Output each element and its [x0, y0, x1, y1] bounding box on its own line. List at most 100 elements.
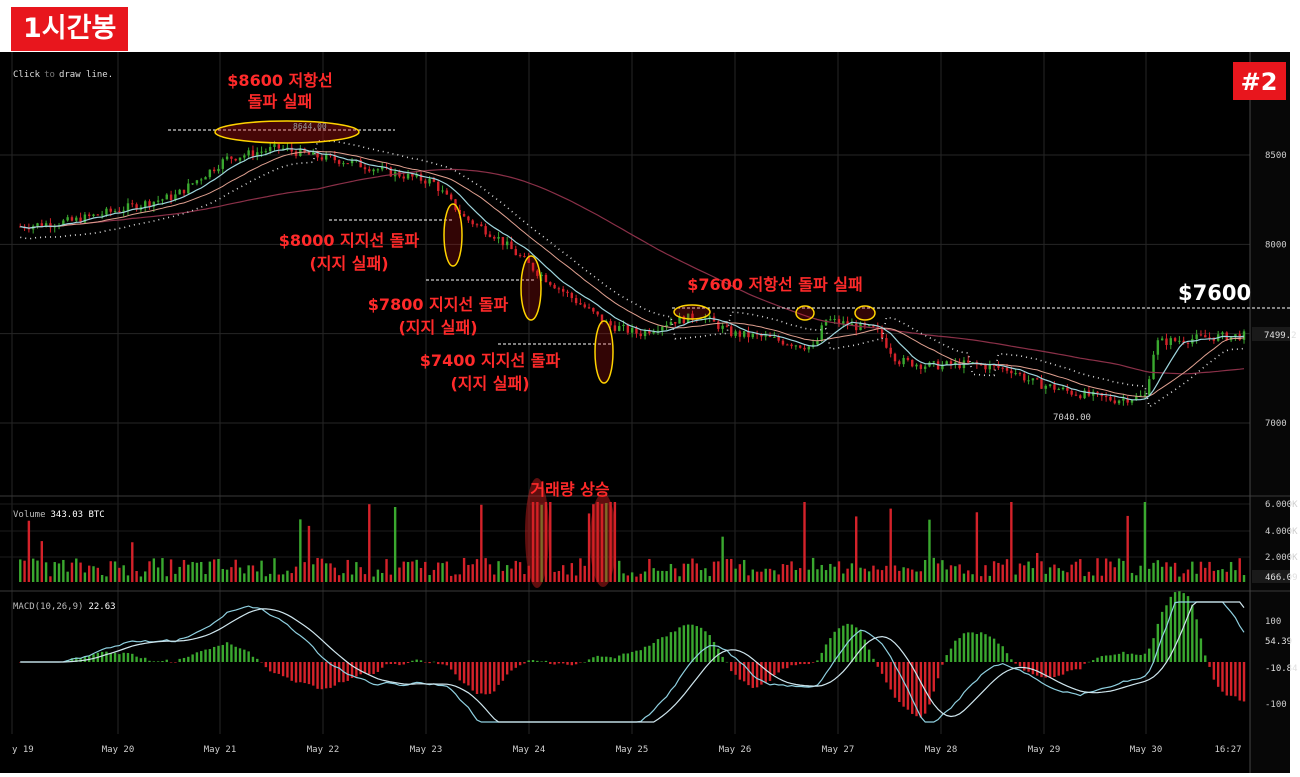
macd-histogram-bar[interactable] — [191, 654, 194, 662]
macd-histogram-bar[interactable] — [294, 662, 298, 683]
macd-histogram-bar[interactable] — [337, 662, 341, 683]
volume-bar[interactable] — [1040, 561, 1043, 582]
macd-histogram-bar[interactable] — [949, 648, 953, 662]
volume-bar[interactable] — [622, 573, 625, 582]
volume-bar[interactable] — [583, 565, 586, 582]
macd-histogram-bar[interactable] — [70, 658, 74, 662]
candle-body[interactable] — [419, 174, 423, 181]
macd-histogram-bar[interactable] — [630, 651, 634, 662]
candle-body[interactable] — [1057, 389, 1060, 391]
candle-body[interactable] — [376, 169, 380, 171]
candle-body[interactable] — [475, 224, 479, 226]
candle-body[interactable] — [661, 326, 664, 331]
volume-bar[interactable] — [553, 571, 556, 582]
macd-histogram-bar[interactable] — [1234, 662, 1237, 697]
volume-bar[interactable] — [1023, 565, 1026, 582]
macd-histogram-bar[interactable] — [518, 662, 522, 666]
volume-bar[interactable] — [587, 513, 591, 582]
macd-histogram-bar[interactable] — [83, 656, 87, 662]
volume-bar[interactable] — [518, 562, 522, 582]
macd-histogram-bar[interactable] — [704, 631, 707, 662]
volume-bar[interactable] — [510, 568, 513, 582]
volume-bar[interactable] — [833, 566, 836, 582]
macd-histogram-bar[interactable] — [510, 662, 513, 671]
macd-histogram-bar[interactable] — [872, 658, 875, 662]
candle-body[interactable] — [424, 180, 427, 184]
volume-bar[interactable] — [1104, 558, 1108, 582]
volume-bar[interactable] — [169, 559, 173, 582]
macd-histogram-bar[interactable] — [1212, 662, 1216, 680]
volume-bar[interactable] — [1242, 575, 1246, 582]
macd-histogram-bar[interactable] — [600, 656, 604, 662]
candle-body[interactable] — [794, 345, 798, 347]
macd-histogram-bar[interactable] — [1191, 604, 1194, 662]
volume-bar[interactable] — [846, 568, 849, 582]
volume-bar[interactable] — [454, 574, 457, 582]
volume-bar[interactable] — [156, 567, 160, 582]
volume-bar[interactable] — [1126, 515, 1129, 582]
candle-body[interactable] — [1113, 400, 1116, 404]
candle-body[interactable] — [303, 148, 306, 153]
candle-body[interactable] — [911, 359, 914, 367]
candle-body[interactable] — [1208, 337, 1211, 339]
volume-bar[interactable] — [178, 566, 181, 582]
candle-body[interactable] — [505, 241, 509, 246]
volume-bar[interactable] — [742, 559, 746, 582]
volume-bar[interactable] — [88, 565, 91, 582]
volume-bar[interactable] — [725, 559, 729, 582]
macd-histogram-bar[interactable] — [484, 662, 487, 695]
macd-histogram-bar[interactable] — [661, 637, 664, 662]
macd-histogram-bar[interactable] — [622, 653, 625, 662]
candle-body[interactable] — [1178, 340, 1181, 342]
macd-histogram-bar[interactable] — [863, 639, 867, 662]
macd-histogram-bar[interactable] — [204, 649, 207, 662]
volume-bar[interactable] — [592, 504, 595, 582]
macd-histogram-bar[interactable] — [682, 625, 686, 662]
macd-histogram-bar[interactable] — [730, 662, 733, 672]
volume-bar[interactable] — [312, 564, 315, 582]
volume-bar[interactable] — [1053, 564, 1056, 582]
candle-body[interactable] — [152, 201, 156, 207]
volume-bar[interactable] — [811, 557, 815, 582]
volume-bar[interactable] — [949, 565, 953, 582]
volume-bar[interactable] — [1139, 565, 1142, 582]
candle-body[interactable] — [44, 223, 48, 227]
macd-histogram-bar[interactable] — [1186, 596, 1190, 662]
macd-histogram-bar[interactable] — [889, 662, 892, 690]
volume-bar[interactable] — [1035, 552, 1039, 582]
macd-histogram-bar[interactable] — [268, 662, 272, 672]
volume-bar[interactable] — [790, 561, 793, 582]
candle-body[interactable] — [643, 330, 647, 337]
volume-bar[interactable] — [337, 575, 341, 582]
candle-body[interactable] — [1005, 367, 1009, 371]
candle-body[interactable] — [277, 144, 280, 149]
candle-body[interactable] — [217, 168, 220, 172]
volume-bar[interactable] — [988, 575, 991, 582]
macd-histogram-bar[interactable] — [320, 662, 324, 690]
candle-body[interactable] — [790, 344, 793, 347]
candle-body[interactable] — [92, 214, 95, 216]
candle-body[interactable] — [208, 169, 212, 178]
volume-bar[interactable] — [346, 559, 349, 582]
volume-bar[interactable] — [40, 541, 44, 582]
macd-histogram-bar[interactable] — [1156, 623, 1160, 662]
candle-body[interactable] — [247, 150, 250, 156]
candle-body[interactable] — [1195, 334, 1198, 339]
macd-histogram-bar[interactable] — [958, 638, 961, 662]
candle-body[interactable] — [402, 176, 405, 179]
volume-bar[interactable] — [217, 558, 220, 582]
macd-panel[interactable] — [19, 591, 1246, 723]
volume-bar[interactable] — [1074, 561, 1078, 582]
volume-bar[interactable] — [566, 574, 569, 582]
macd-histogram-bar[interactable] — [144, 657, 147, 662]
macd-histogram-bar[interactable] — [501, 662, 505, 681]
candle-body[interactable] — [997, 365, 1000, 368]
volume-bar[interactable] — [1160, 566, 1164, 582]
candle-body[interactable] — [536, 270, 539, 276]
volume-bar[interactable] — [1212, 570, 1216, 582]
candle-body[interactable] — [579, 303, 582, 305]
candle-body[interactable] — [923, 366, 927, 369]
macd-histogram-bar[interactable] — [312, 662, 315, 686]
candle-body[interactable] — [717, 321, 720, 329]
volume-bar[interactable] — [109, 561, 112, 582]
